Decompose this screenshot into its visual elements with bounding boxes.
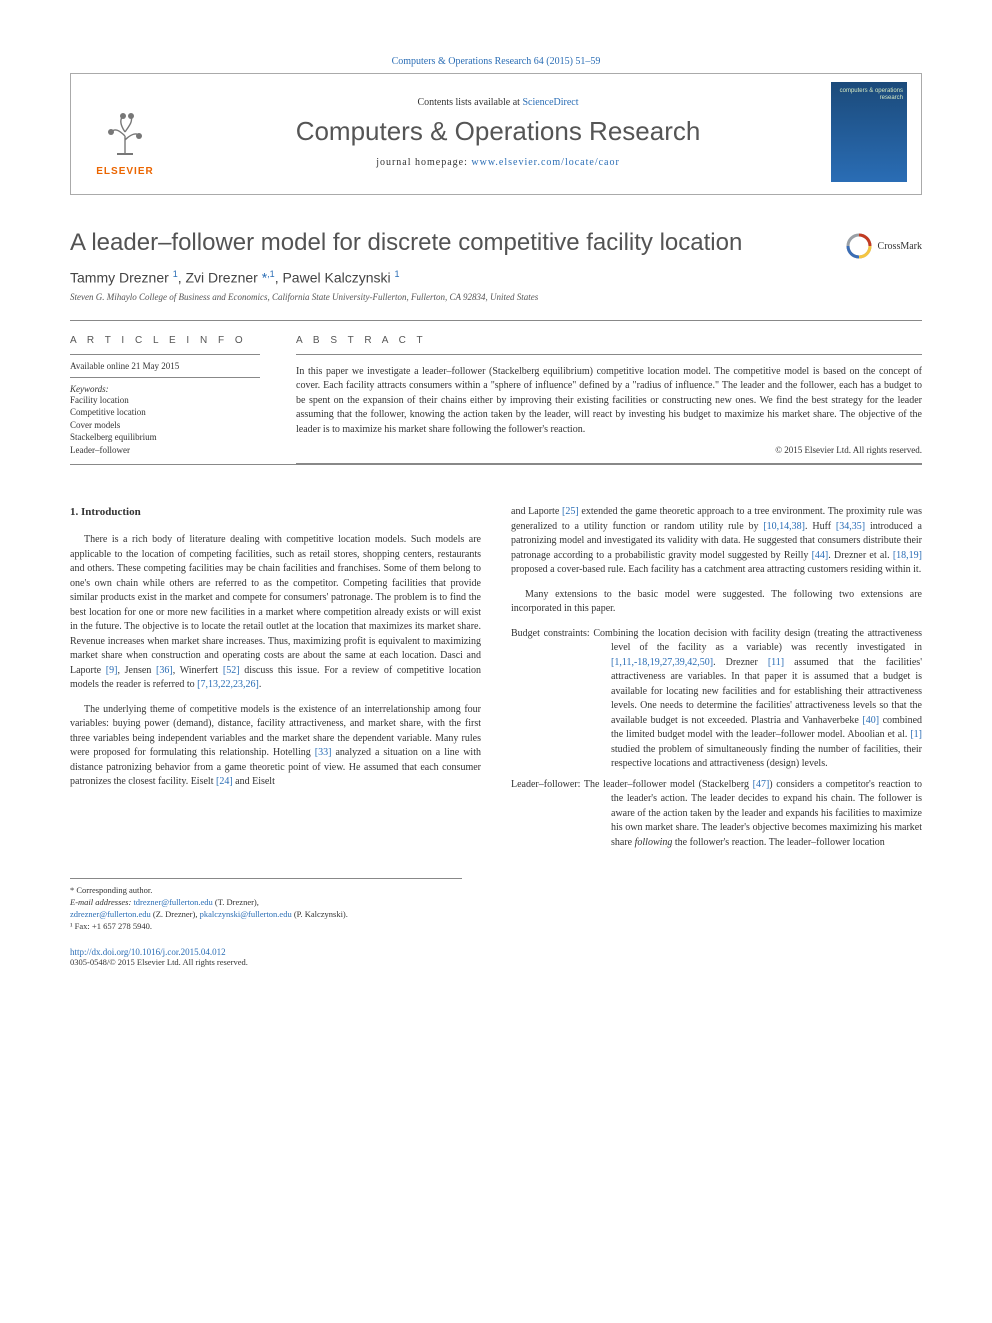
cite-link[interactable]: [33]: [315, 747, 332, 758]
divider: [70, 464, 922, 465]
divider: [70, 320, 922, 321]
crossmark-icon: [846, 233, 872, 259]
journal-homepage-line: journal homepage: www.elsevier.com/locat…: [165, 157, 831, 168]
cover-title-text: computers & operations research: [831, 88, 907, 101]
journal-name: Computers & Operations Research: [165, 116, 831, 147]
author-email-link[interactable]: pkalczynski@fullerton.edu: [200, 909, 292, 919]
sciencedirect-link[interactable]: ScienceDirect: [522, 97, 578, 108]
extension-text: Combining the location decision with fac…: [590, 628, 922, 770]
affiliation: Steven G. Mihaylo College of Business an…: [70, 292, 922, 302]
citation-link[interactable]: Computers & Operations Research 64 (2015…: [392, 56, 601, 67]
email-attribution: (P. Kalczynski).: [292, 909, 348, 919]
abstract-copyright: © 2015 Elsevier Ltd. All rights reserved…: [296, 445, 922, 455]
extension-budget: Budget constraints: Combining the locati…: [511, 627, 922, 772]
cite-link[interactable]: [24]: [216, 776, 233, 787]
extension-label: Budget constraints:: [511, 628, 590, 639]
email-addresses-line: E-mail addresses: tdrezner@fullerton.edu…: [70, 897, 462, 909]
extensions-list: Budget constraints: Combining the locati…: [511, 627, 922, 851]
right-column: and Laporte [25] extended the game theor…: [511, 505, 922, 856]
crossmark-label: CrossMark: [878, 241, 922, 252]
running-header: Computers & Operations Research 64 (2015…: [70, 50, 922, 73]
extension-label: Leader–follower:: [511, 779, 580, 790]
keyword-item: Cover models: [70, 419, 260, 432]
email-addresses-line-2: zdrezner@fullerton.edu (Z. Drezner), pka…: [70, 909, 462, 921]
body-paragraph: and Laporte [25] extended the game theor…: [511, 505, 922, 578]
elsevier-logo: ELSEVIER: [85, 87, 165, 177]
journal-homepage-link[interactable]: www.elsevier.com/locate/caor: [471, 157, 619, 168]
footnotes: * Corresponding author. E-mail addresses…: [70, 878, 462, 933]
emails-label: E-mail addresses:: [70, 897, 133, 907]
cite-link[interactable]: [1,11,-18,19,27,39,42,50]: [611, 657, 713, 668]
left-column: 1. Introduction There is a rich body of …: [70, 505, 481, 856]
contents-available-line: Contents lists available at ScienceDirec…: [165, 97, 831, 108]
keyword-item: Stackelberg equilibrium: [70, 431, 260, 444]
elsevier-tree-icon: [97, 106, 153, 162]
cite-link[interactable]: [25]: [562, 506, 579, 517]
cite-link[interactable]: [40]: [862, 715, 879, 726]
cite-link[interactable]: [7,13,22,23,26]: [197, 679, 259, 690]
abstract-heading: A B S T R A C T: [296, 335, 922, 346]
doi-line: http://dx.doi.org/10.1016/j.cor.2015.04.…: [70, 947, 922, 957]
crossmark-badge[interactable]: CrossMark: [846, 233, 922, 259]
fax-note: ¹ Fax: +1 657 278 5940.: [70, 921, 462, 933]
article-info-heading: A R T I C L E I N F O: [70, 335, 260, 346]
author-list: Tammy Drezner 1, Zvi Drezner *,1, Pawel …: [70, 269, 922, 286]
keyword-item: Competitive location: [70, 406, 260, 419]
author-email-link[interactable]: zdrezner@fullerton.edu: [70, 909, 151, 919]
cite-link[interactable]: [34,35]: [836, 521, 865, 532]
keywords-heading: Keywords:: [70, 384, 260, 394]
section-1-heading: 1. Introduction: [70, 505, 481, 521]
cite-link[interactable]: [47]: [753, 779, 770, 790]
email-attribution: (Z. Drezner),: [151, 909, 200, 919]
cite-link[interactable]: [36]: [156, 665, 173, 676]
keyword-item: Leader–follower: [70, 444, 260, 457]
keyword-item: Facility location: [70, 394, 260, 407]
extension-text: The leader–follower model (Stackelberg […: [580, 779, 922, 848]
doi-link[interactable]: http://dx.doi.org/10.1016/j.cor.2015.04.…: [70, 947, 226, 957]
abstract-column: A B S T R A C T In this paper we investi…: [296, 335, 922, 465]
body-paragraph: The underlying theme of competitive mode…: [70, 703, 481, 790]
cite-link[interactable]: [52]: [223, 665, 240, 676]
body-paragraph: Many extensions to the basic model were …: [511, 588, 922, 617]
corresponding-author-note: * Corresponding author.: [70, 885, 462, 897]
keywords-list: Facility locationCompetitive locationCov…: [70, 394, 260, 457]
homepage-prefix: journal homepage:: [376, 157, 471, 168]
cite-link[interactable]: [11]: [768, 657, 784, 668]
article-title: A leader–follower model for discrete com…: [70, 229, 828, 257]
cite-link[interactable]: [18,19]: [893, 550, 922, 561]
author-email-link[interactable]: tdrezner@fullerton.edu: [133, 897, 212, 907]
journal-banner: ELSEVIER Contents lists available at Sci…: [70, 73, 922, 195]
extension-leader: Leader–follower: The leader–follower mod…: [511, 778, 922, 851]
cite-link[interactable]: [10,14,38]: [763, 521, 805, 532]
cite-link[interactable]: [1]: [910, 729, 922, 740]
article-info-column: A R T I C L E I N F O Available online 2…: [70, 335, 260, 465]
available-online-date: Available online 21 May 2015: [70, 361, 260, 371]
cite-link[interactable]: [44]: [812, 550, 829, 561]
email-attribution: (T. Drezner),: [213, 897, 259, 907]
body-paragraph: There is a rich body of literature deali…: [70, 533, 481, 693]
cite-link[interactable]: [9]: [106, 665, 118, 676]
contents-prefix: Contents lists available at: [417, 97, 522, 108]
issn-copyright: 0305-0548/© 2015 Elsevier Ltd. All right…: [70, 957, 922, 967]
journal-cover-thumbnail: computers & operations research: [831, 82, 907, 182]
abstract-text: In this paper we investigate a leader–fo…: [296, 365, 922, 438]
elsevier-wordmark: ELSEVIER: [96, 166, 153, 177]
